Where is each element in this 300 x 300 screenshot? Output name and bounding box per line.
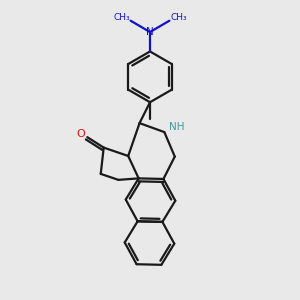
Text: O: O — [76, 129, 85, 139]
Text: N: N — [146, 27, 154, 37]
Text: CH₃: CH₃ — [113, 13, 130, 22]
Text: NH: NH — [169, 122, 184, 132]
Text: CH₃: CH₃ — [170, 13, 187, 22]
